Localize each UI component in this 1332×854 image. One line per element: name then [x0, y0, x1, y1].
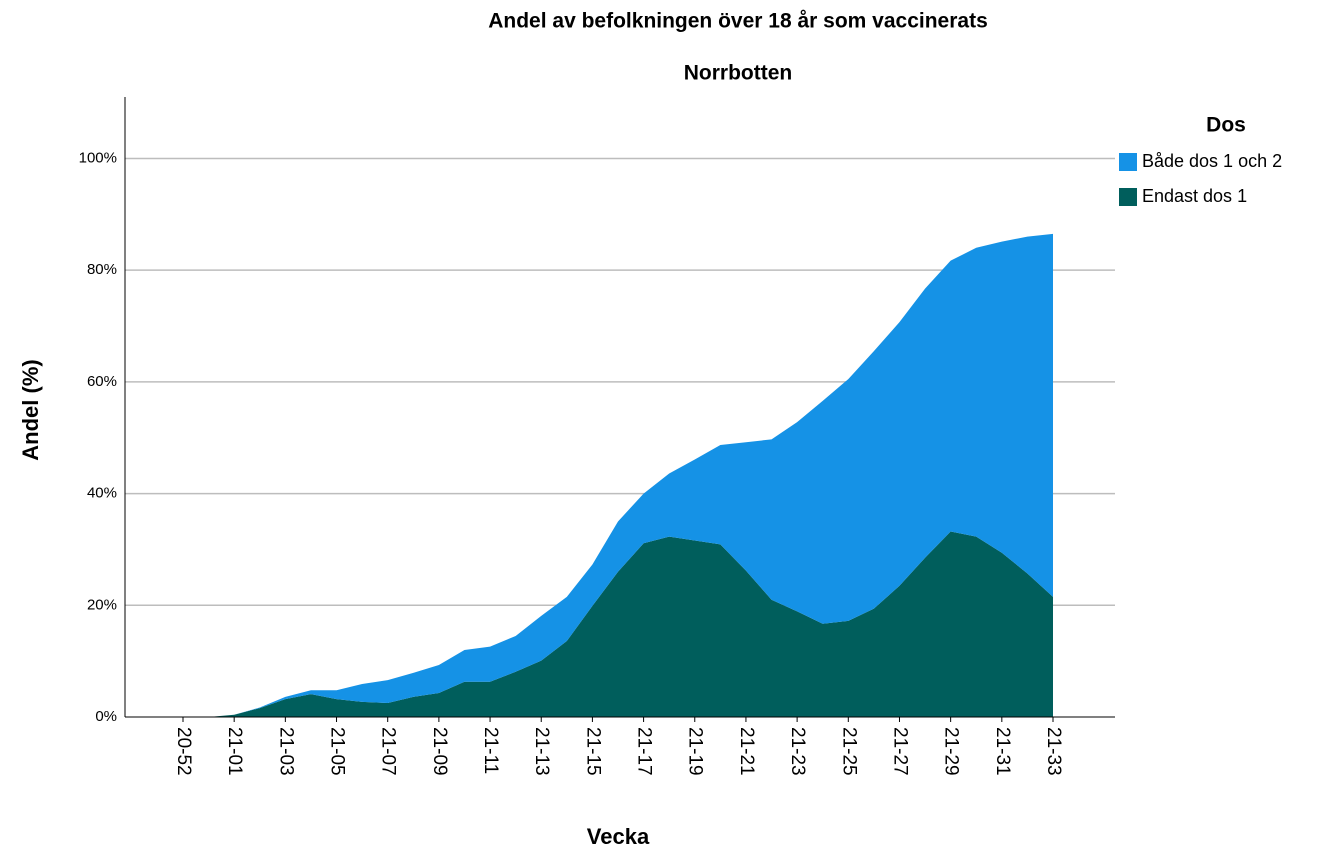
x-tick-label: 21-09 [429, 727, 450, 776]
x-tick-label: 21-05 [327, 727, 348, 776]
x-tick-label: 21-23 [787, 727, 808, 776]
area [183, 531, 1053, 717]
x-tick-label: 21-13 [531, 727, 552, 776]
x-tick-label: 21-11 [480, 727, 501, 774]
x-tick-label: 21-15 [582, 727, 603, 776]
x-tick-label: 21-07 [378, 727, 399, 776]
chart-subtitle: Norrbotten [684, 62, 793, 85]
legend-swatch [1119, 153, 1137, 171]
x-tick-label: 21-03 [275, 727, 296, 776]
legend-label: Endast dos 1 [1142, 186, 1247, 206]
x-tick-label: 21-27 [889, 727, 910, 776]
x-tick-label: 21-19 [685, 727, 706, 776]
x-tick-label: 21-33 [1043, 727, 1064, 776]
legend-title: Dos [1206, 114, 1246, 137]
x-axis-title: Vecka [587, 824, 650, 849]
legend-swatch [1119, 188, 1137, 206]
y-tick-label: 20% [87, 596, 117, 613]
x-tick-label: 21-21 [736, 727, 757, 776]
x-tick-label: 21-17 [634, 727, 655, 776]
y-tick-label: 0% [95, 708, 117, 725]
x-tick-label: 21-01 [224, 727, 245, 776]
y-tick-label: 40% [87, 485, 117, 502]
legend-label: Både dos 1 och 2 [1142, 151, 1282, 171]
area [183, 233, 1053, 717]
x-tick-label: 21-25 [838, 727, 859, 776]
y-tick-label: 80% [87, 261, 117, 278]
x-tick-label: 21-31 [992, 727, 1013, 776]
x-tick-label: 21-29 [941, 727, 962, 776]
y-axis-title: Andel (%) [18, 359, 43, 460]
y-tick-label: 100% [79, 149, 117, 166]
y-tick-label: 60% [87, 373, 117, 390]
x-tick-label: 20-52 [173, 727, 194, 776]
chart-title: Andel av befolkningen över 18 år som vac… [488, 10, 988, 33]
